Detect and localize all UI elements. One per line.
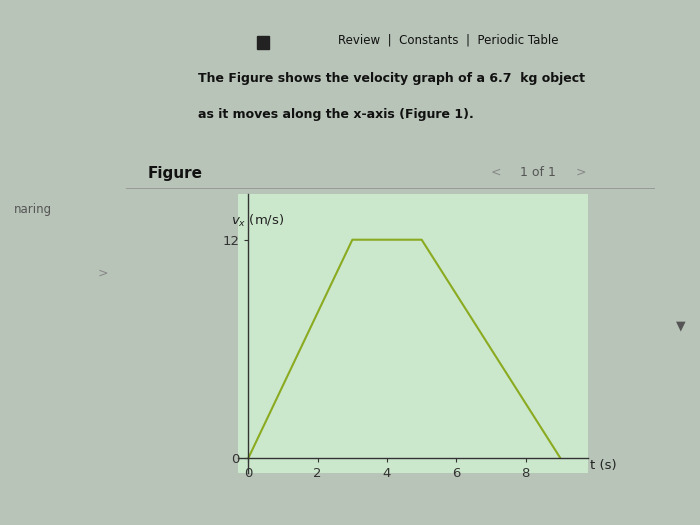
Bar	[257, 37, 269, 49]
Text: <: <	[491, 166, 501, 179]
Text: naring: naring	[14, 204, 52, 216]
Text: >: >	[575, 166, 586, 179]
Text: Review  |  Constants  |  Periodic Table: Review | Constants | Periodic Table	[337, 34, 559, 47]
Text: t (s): t (s)	[589, 459, 617, 472]
Text: >: >	[98, 267, 108, 279]
Text: The Figure shows the velocity graph of a 6.7  kg object: The Figure shows the velocity graph of a…	[198, 72, 585, 85]
Text: $v_x$ (m/s): $v_x$ (m/s)	[231, 213, 284, 228]
Text: as it moves along the x-axis (Figure 1).: as it moves along the x-axis (Figure 1).	[198, 109, 474, 121]
Text: Figure: Figure	[147, 166, 202, 181]
Text: 1 of 1: 1 of 1	[520, 166, 556, 179]
Text: ▼: ▼	[676, 319, 685, 332]
